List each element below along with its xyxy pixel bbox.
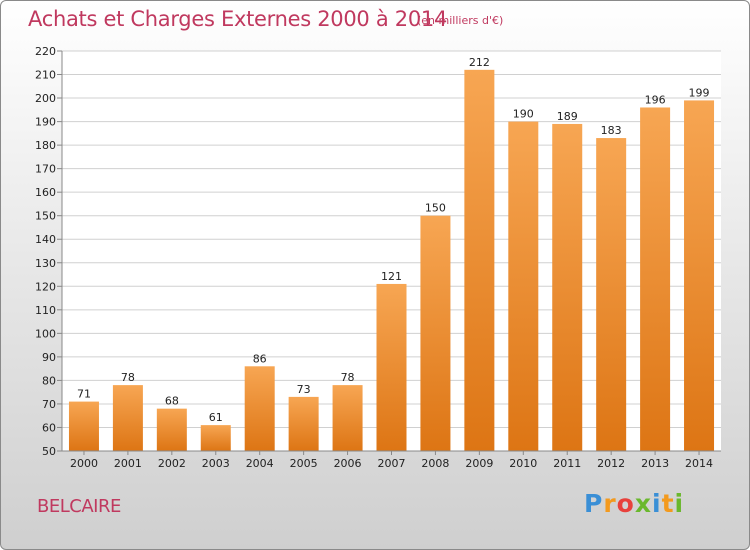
logo-letter: i — [652, 489, 662, 518]
x-tick-label: 2005 — [290, 457, 318, 470]
y-tick-label: 150 — [35, 210, 56, 223]
y-tick-label: 60 — [42, 421, 56, 434]
data-label: 78 — [341, 371, 355, 384]
data-label: 68 — [165, 395, 179, 408]
x-tick-label: 2009 — [465, 457, 493, 470]
bar — [332, 385, 363, 451]
x-tick-label: 2014 — [685, 457, 713, 470]
x-tick-label: 2007 — [378, 457, 406, 470]
logo-letter: x — [634, 489, 652, 518]
x-tick-label: 2013 — [641, 457, 669, 470]
bar — [684, 100, 715, 451]
logo-letter: o — [616, 489, 635, 518]
chart-unit: (en milliers d'€) — [417, 14, 504, 27]
y-tick-label: 50 — [42, 445, 56, 458]
data-label: 196 — [645, 93, 666, 106]
commune-name: BELCAIRE — [37, 496, 121, 517]
bar — [112, 385, 143, 451]
logo-letter: i — [674, 489, 685, 518]
data-label: 183 — [601, 124, 622, 137]
bar — [552, 123, 583, 452]
bar — [376, 283, 407, 451]
x-tick-label: 2012 — [597, 457, 625, 470]
bar — [68, 401, 99, 451]
data-label: 150 — [425, 202, 446, 215]
proxiti-logo: Proxiti — [584, 489, 684, 518]
y-tick-label: 180 — [35, 139, 56, 152]
data-label: 212 — [469, 56, 490, 69]
y-tick-label: 220 — [35, 45, 56, 58]
bar — [200, 425, 231, 451]
data-label: 189 — [557, 110, 578, 123]
x-tick-label: 2001 — [114, 457, 142, 470]
y-tick-label: 120 — [35, 280, 56, 293]
data-label: 190 — [513, 108, 534, 121]
y-tick-label: 190 — [35, 116, 56, 129]
logo-letter: t — [661, 489, 675, 518]
bar — [508, 121, 539, 452]
data-label: 73 — [297, 383, 311, 396]
y-tick-label: 100 — [35, 327, 56, 340]
bar — [244, 366, 275, 451]
y-tick-label: 200 — [35, 92, 56, 105]
x-tick-label: 2000 — [70, 457, 98, 470]
bar — [288, 396, 319, 451]
data-label: 86 — [253, 352, 267, 365]
chart-title: Achats et Charges Externes 2000 à 2014 — [28, 7, 448, 31]
bar — [420, 215, 451, 451]
y-tick-label: 160 — [35, 186, 56, 199]
bar — [156, 408, 187, 451]
y-tick-label: 90 — [42, 351, 56, 364]
x-tick-label: 2004 — [246, 457, 274, 470]
bar — [640, 107, 671, 452]
x-tick-label: 2006 — [334, 457, 362, 470]
data-label: 199 — [689, 86, 710, 99]
x-tick-label: 2003 — [202, 457, 230, 470]
logo-letter: P — [584, 489, 604, 518]
logo-letter: r — [603, 489, 617, 518]
y-tick-label: 130 — [35, 257, 56, 270]
y-tick-label: 110 — [35, 304, 56, 317]
y-tick-label: 140 — [35, 233, 56, 246]
y-tick-label: 80 — [42, 374, 56, 387]
data-label: 71 — [77, 388, 91, 401]
data-label: 61 — [209, 411, 223, 424]
x-tick-label: 2002 — [158, 457, 186, 470]
x-tick-label: 2010 — [509, 457, 537, 470]
x-tick-label: 2011 — [553, 457, 581, 470]
y-tick-label: 70 — [42, 398, 56, 411]
data-label: 121 — [381, 270, 402, 283]
x-tick-label: 2008 — [421, 457, 449, 470]
bar — [464, 69, 495, 451]
data-label: 78 — [121, 371, 135, 384]
y-tick-label: 170 — [35, 163, 56, 176]
y-tick-label: 210 — [35, 69, 56, 82]
bar — [596, 138, 627, 451]
